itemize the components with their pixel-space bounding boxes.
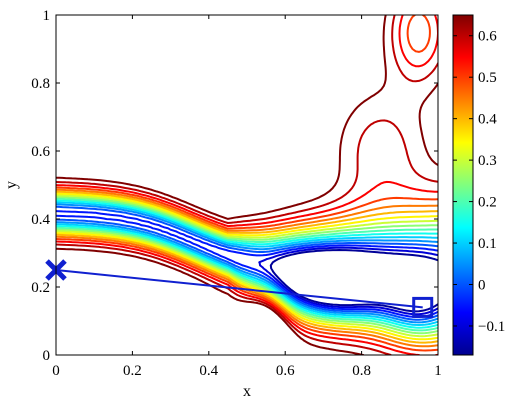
x-axis-label: x: [243, 383, 251, 400]
y-tick-label: 0.2: [31, 280, 50, 296]
contour-level-4: [56, 203, 438, 324]
contour-level-16: [56, 15, 438, 355]
contour-level-8: [56, 196, 438, 335]
contour-level-12: [56, 188, 438, 348]
x-tick-label: 0.6: [276, 363, 295, 379]
contour-level-5: [56, 201, 438, 326]
colorbar-tick-label: 0: [478, 278, 486, 294]
contour-level-2: [56, 210, 438, 318]
contour-level-15: [56, 15, 438, 355]
contour-lines: [56, 15, 438, 355]
end-square-marker: [412, 296, 434, 318]
colorbar-tick-label: 0.1: [478, 236, 497, 252]
y-tick-label: 0: [43, 348, 51, 364]
colorbar-tick-label: 0.5: [478, 70, 497, 86]
colorbar-tick-label: 0.2: [478, 195, 497, 211]
colorbar-tick-label: 0.6: [478, 29, 497, 45]
y-tick-label: 0.8: [31, 76, 50, 92]
contour-level-0: [269, 249, 438, 313]
x-tick-label: 1: [434, 363, 442, 379]
x-tick-label: 0: [52, 363, 60, 379]
contour-level-3: [56, 205, 438, 321]
x-tick-label: 0.4: [199, 363, 218, 379]
plot-frame: [55, 14, 439, 356]
contour-level-7: [56, 197, 438, 332]
contour-level-10: [56, 192, 438, 341]
colorbar-tick-label: −0.1: [478, 319, 505, 335]
colorbar-axis: −0.1 0 0.1 0.2 0.3 0.4 0.5 0.6: [453, 29, 505, 335]
y-axis-label: y: [3, 181, 20, 189]
x-tick-label: 0.2: [123, 363, 142, 379]
contour-level-1: [258, 246, 438, 316]
y-tick-label: 1: [43, 8, 51, 24]
x-tick-label: 0.8: [352, 363, 371, 379]
y-tick-label: 0.4: [31, 212, 50, 228]
contour-level-9: [56, 194, 438, 338]
y-axis: 0 0.2 0.4 0.6 0.8 1: [31, 8, 438, 364]
x-axis: 0 0.2 0.4 0.6 0.8 1: [52, 15, 442, 379]
colorbar-tick-label: 0.4: [478, 112, 497, 128]
contour-level-13: [56, 15, 438, 352]
contour-level-14: [56, 15, 438, 355]
y-tick-label: 0.6: [31, 144, 50, 160]
contour-level-11: [56, 190, 438, 344]
colorbar: [452, 14, 474, 356]
path-line: [55, 269, 423, 309]
colorbar-tick-label: 0.3: [478, 153, 497, 169]
